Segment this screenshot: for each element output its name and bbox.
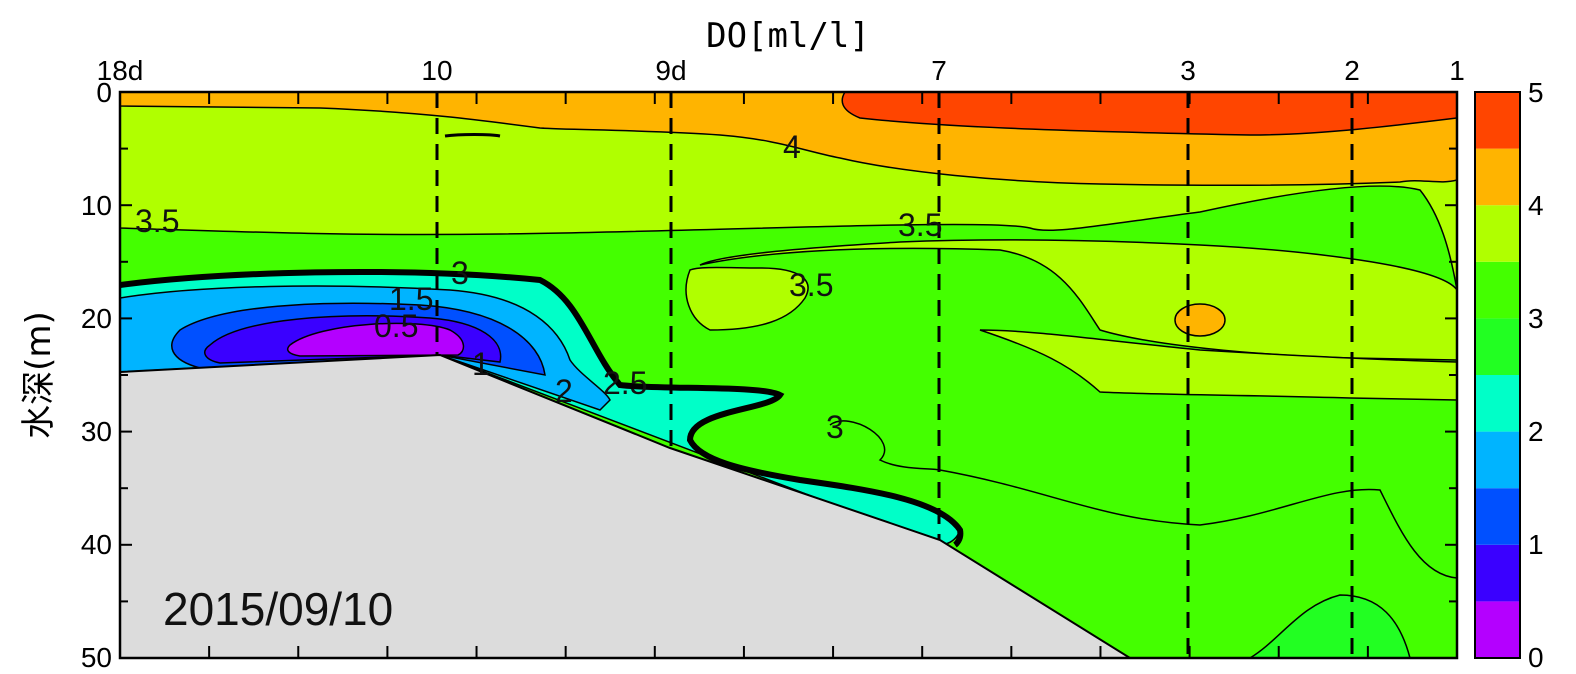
station-label: 3	[1180, 55, 1196, 86]
contour-label: 3	[826, 409, 844, 445]
colorbar-band	[1475, 488, 1520, 545]
contour-label: 4	[783, 129, 801, 165]
colorbar-tick-label: 1	[1528, 529, 1544, 560]
fill-3.5-4-lobe	[685, 266, 809, 331]
station-label: 2	[1344, 55, 1360, 86]
y-axis-label: 水深(m)	[19, 311, 59, 439]
contour-line-3	[939, 469, 1457, 579]
station-label: 9d	[655, 55, 686, 86]
colorbar-band	[1475, 318, 1520, 375]
y-axis: 0 10 20 30 40 50	[81, 77, 112, 673]
y-tick-label: 10	[81, 190, 112, 221]
y-tick-label: 40	[81, 529, 112, 560]
colorbar-tick-label: 5	[1528, 77, 1544, 108]
contour-labels: 4 3.5 3.5 3.5 3 3 2.5 2 1.5 1 0.5	[135, 129, 942, 445]
colorbar-frame	[1474, 91, 1521, 659]
axis-ticks	[119, 91, 1458, 659]
contour-fills	[120, 92, 1457, 658]
fill-blob-3	[1174, 303, 1226, 337]
colorbar-tick-label: 2	[1528, 416, 1544, 447]
colorbar-band	[1475, 205, 1520, 262]
station-labels: 18d 10 9d 7 3 2 1	[97, 55, 1465, 86]
station-label: 1	[1449, 55, 1465, 86]
fill-0-0.5	[287, 322, 465, 357]
contour-label: 2.5	[603, 365, 647, 401]
y-tick-label: 20	[81, 303, 112, 334]
contour-label: 1.5	[389, 281, 433, 317]
colorbar-band	[1475, 601, 1520, 658]
colorbar-band	[1475, 431, 1520, 489]
contour-line-bold	[120, 268, 964, 548]
y-tick-label: 50	[81, 642, 112, 673]
colorbar-tick-label: 4	[1528, 190, 1544, 221]
station-label: 18d	[97, 55, 144, 86]
fill-2.5-3-seabed	[1248, 594, 1411, 658]
date-label: 2015/09/10	[163, 583, 393, 635]
contour-label: 3.5	[135, 203, 179, 239]
contour-label: 2	[555, 373, 573, 409]
fill-4.5-5	[841, 92, 1457, 136]
colorbar-band	[1475, 261, 1520, 319]
contour-line-extra	[444, 133, 501, 138]
contour-label: 0.5	[374, 308, 418, 344]
station-lines	[435, 92, 1354, 658]
colorbar-band	[1475, 92, 1520, 149]
colorbar-tick-label: 0	[1528, 642, 1544, 673]
contour-label: 3	[451, 255, 469, 291]
contour-label: 3.5	[789, 267, 833, 303]
colorbar-band	[1475, 375, 1520, 432]
colorbar-labels: 0 1 2 3 4 5	[1528, 77, 1544, 673]
station-label: 10	[421, 55, 452, 86]
contour-label: 3.5	[898, 207, 942, 243]
colorbar-tick-label: 3	[1528, 303, 1544, 334]
contour-label: 1	[472, 346, 490, 382]
station-label: 7	[931, 55, 947, 86]
y-tick-label: 0	[96, 77, 112, 108]
colorbar-band	[1475, 544, 1520, 602]
y-tick-label: 30	[81, 416, 112, 447]
chart-title: DO[ml/l]	[706, 16, 870, 56]
colorbar-band	[1475, 148, 1520, 206]
contour-line-3-b	[829, 420, 941, 471]
colorbar	[1475, 92, 1520, 658]
